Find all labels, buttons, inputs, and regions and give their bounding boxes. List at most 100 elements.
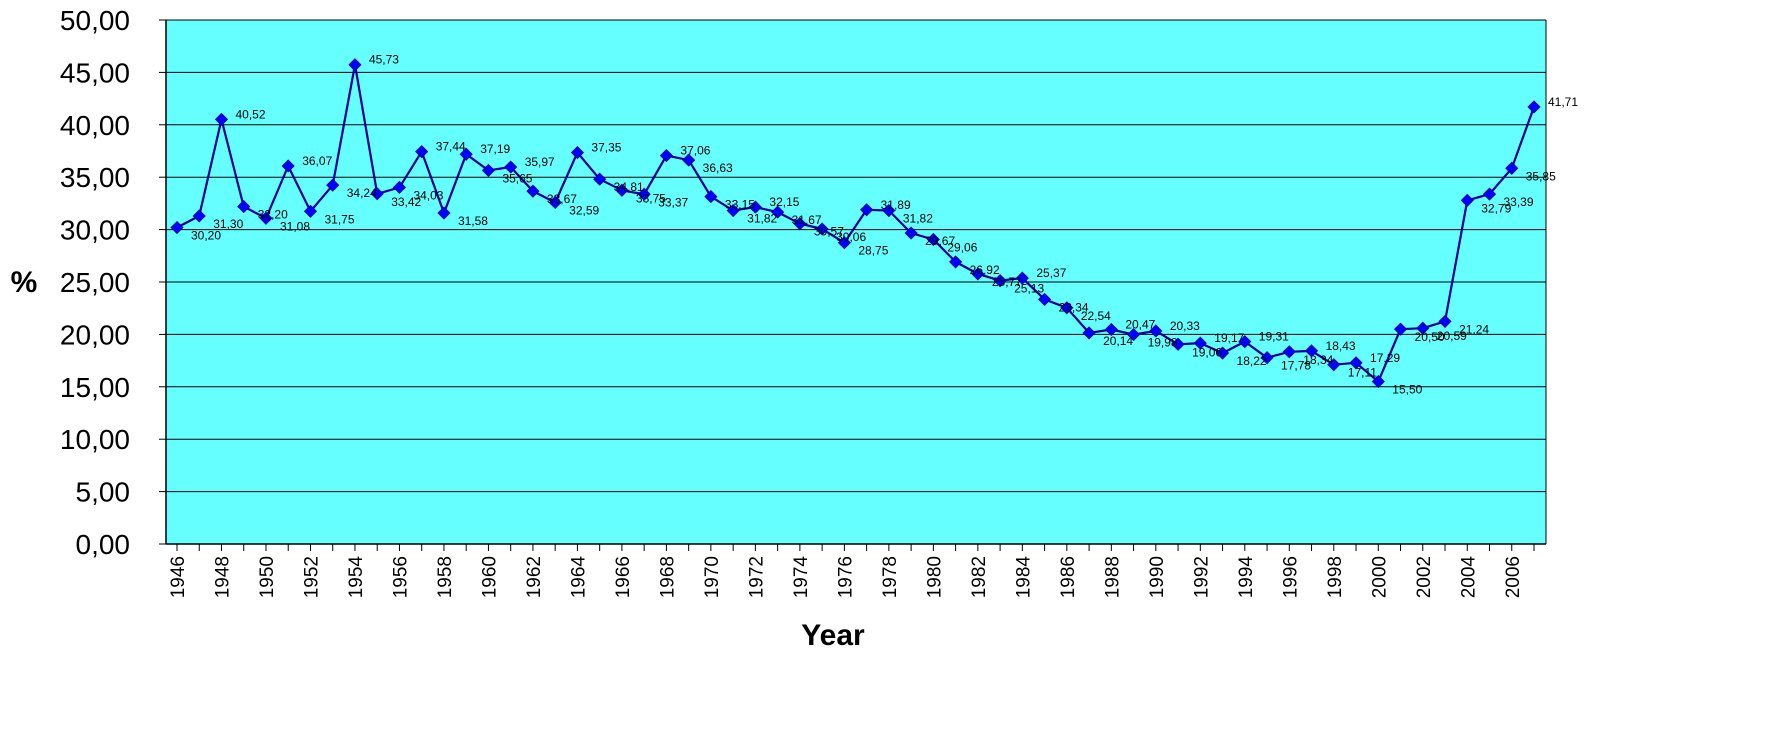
data-label: 34,24	[347, 186, 377, 200]
data-label: 35,65	[502, 171, 532, 185]
y-axis-title: %	[11, 266, 38, 299]
data-point-marker	[1193, 336, 1207, 350]
x-tick-label: 1978	[880, 556, 901, 598]
x-tick-label: 1990	[1147, 556, 1168, 598]
data-label: 28,75	[858, 244, 888, 258]
data-label: 33,37	[658, 195, 688, 209]
data-point-marker	[1149, 324, 1163, 338]
data-point-marker	[459, 147, 473, 161]
data-label: 45,73	[369, 53, 399, 67]
data-point-marker	[748, 200, 762, 214]
data-label: 32,20	[258, 208, 288, 222]
data-point-marker	[1482, 187, 1497, 201]
data-label: 15,50	[1392, 383, 1422, 397]
data-label: 19,17	[1214, 331, 1244, 345]
data-label: 32,15	[769, 195, 799, 209]
data-point-marker	[192, 209, 206, 223]
data-label: 18,22	[1237, 354, 1267, 368]
data-point-marker	[348, 58, 362, 72]
data-label: 18,43	[1326, 339, 1356, 353]
data-point-marker	[971, 267, 985, 281]
data-label: 35,85	[1526, 169, 1556, 183]
y-tick-label: 5,00	[76, 477, 131, 508]
data-label: 33,39	[1504, 195, 1534, 209]
y-tick-label: 40,00	[60, 110, 130, 141]
data-point-marker	[281, 159, 295, 173]
data-label: 25,13	[1014, 282, 1044, 296]
data-label: 34,03	[413, 188, 443, 202]
y-tick-label: 25,00	[60, 267, 130, 298]
data-point-marker	[170, 220, 184, 235]
data-point-marker	[1015, 271, 1029, 285]
data-point-marker	[1082, 326, 1096, 340]
x-tick-label: 1950	[257, 556, 278, 598]
x-tick-label: 1994	[1236, 556, 1257, 599]
data-point-marker	[949, 255, 963, 269]
data-label: 25,37	[1036, 266, 1066, 280]
data-point-marker	[815, 222, 829, 236]
x-tick-label: 1970	[702, 556, 723, 598]
x-tick-label: 1946	[168, 556, 189, 598]
data-label: 29,67	[925, 234, 955, 248]
data-point-marker	[1527, 100, 1541, 114]
data-label: 37,44	[436, 140, 466, 154]
data-point-marker	[993, 274, 1007, 288]
data-label: 33,67	[547, 192, 577, 206]
x-tick-label: 1966	[613, 556, 634, 598]
data-point-marker	[726, 203, 740, 218]
x-tick-label: 1986	[1058, 556, 1079, 598]
data-label: 32,59	[569, 203, 599, 217]
data-label: 26,92	[970, 263, 1000, 277]
data-label: 19,31	[1259, 330, 1289, 344]
data-label: 17,11	[1348, 366, 1377, 380]
data-point-marker	[1215, 346, 1230, 360]
data-label: 19,06	[1192, 345, 1222, 359]
data-point-marker	[1371, 374, 1385, 389]
data-point-marker	[904, 226, 918, 240]
x-tick-label: 2004	[1458, 556, 1479, 599]
data-label: 31,82	[747, 212, 777, 226]
data-label: 20,47	[1125, 317, 1155, 331]
y-tick-label: 50,00	[60, 5, 130, 36]
data-point-marker	[1304, 344, 1319, 358]
data-point-marker	[237, 199, 251, 214]
x-tick-label: 1962	[524, 556, 545, 598]
x-tick-label: 1992	[1191, 556, 1212, 598]
data-label: 31,58	[458, 214, 488, 228]
data-point-marker	[392, 180, 407, 194]
data-point-marker	[615, 183, 629, 197]
x-tick-label: 1996	[1280, 556, 1301, 598]
data-point-marker	[1438, 314, 1452, 328]
data-label: 31,67	[792, 213, 822, 227]
data-label: 33,75	[636, 191, 666, 205]
x-tick-label: 1982	[969, 556, 990, 598]
data-label: 22,54	[1081, 309, 1111, 323]
data-point-marker	[1238, 335, 1252, 349]
x-tick-label: 1980	[924, 556, 945, 598]
data-label: 17,78	[1281, 359, 1311, 373]
data-label: 40,52	[235, 107, 265, 121]
data-label: 33,15	[725, 198, 755, 212]
data-label: 19,98	[1148, 336, 1178, 350]
data-point-marker	[1038, 292, 1052, 306]
data-label: 25,77	[992, 275, 1022, 289]
data-point-marker	[926, 232, 940, 247]
data-point-marker	[659, 149, 673, 163]
data-label: 31,08	[280, 219, 310, 233]
y-tick-label: 35,00	[60, 162, 130, 193]
data-point-marker	[1416, 321, 1430, 335]
data-point-marker	[771, 205, 785, 219]
gridlines	[159, 19, 1547, 551]
data-point-marker	[303, 204, 318, 218]
x-tick-label: 1960	[479, 556, 500, 598]
x-tick-label: 1974	[791, 556, 812, 599]
data-label: 37,06	[680, 144, 710, 158]
data-label: 18,34	[1303, 353, 1333, 367]
y-axis-tick-labels: 0,00 5,00 10,00 15,00 20,00 25,00 30,00 35,00 40…	[60, 5, 130, 560]
x-tick-label: 2006	[1503, 556, 1524, 598]
data-point-marker	[326, 178, 340, 192]
data-point-marker	[882, 203, 896, 218]
x-tick-label: 2002	[1414, 556, 1435, 598]
x-tick-label: 1988	[1102, 556, 1123, 598]
